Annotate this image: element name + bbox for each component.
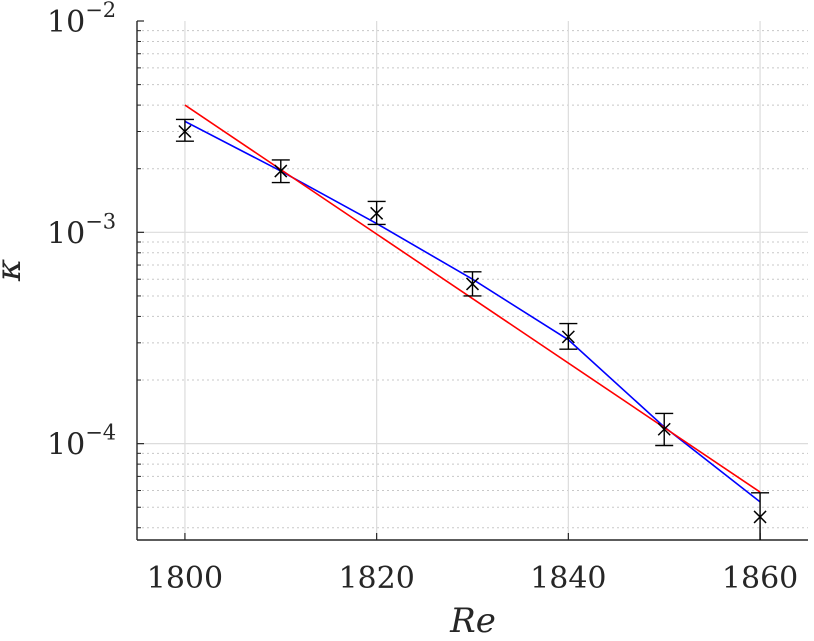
y-axis-label: κ bbox=[0, 259, 29, 282]
fit-lines bbox=[184, 104, 761, 503]
x-tick-label: 1820 bbox=[338, 561, 414, 596]
y-tick-labels: 10−410−310−2 bbox=[47, 0, 116, 463]
x-marker bbox=[274, 164, 288, 178]
data-point bbox=[175, 118, 194, 142]
y-tick-label: 10−4 bbox=[47, 421, 116, 463]
data-point bbox=[751, 492, 770, 540]
x-axis-label: Re bbox=[449, 601, 496, 641]
axes bbox=[136, 20, 808, 541]
minor-gridlines bbox=[137, 30, 808, 529]
x-marker bbox=[657, 422, 671, 436]
data-point bbox=[271, 159, 290, 184]
data-points bbox=[175, 118, 770, 540]
x-marker bbox=[370, 206, 384, 220]
y-tick-label: 10−3 bbox=[47, 209, 116, 251]
x-marker bbox=[561, 330, 575, 344]
fit-line-2 bbox=[184, 104, 761, 493]
y-tick-label: 10−2 bbox=[47, 0, 116, 40]
fit-line-1 bbox=[184, 120, 761, 503]
x-marker bbox=[753, 510, 767, 524]
x-tick-labels: 1800 1820 1840 1860 bbox=[147, 561, 799, 596]
y-tick-exponent: −3 bbox=[85, 209, 116, 233]
data-point bbox=[367, 200, 386, 226]
major-gridlines bbox=[137, 21, 808, 540]
y-tick-base: 10 bbox=[47, 216, 85, 251]
y-tick-base: 10 bbox=[47, 5, 85, 40]
x-marker bbox=[465, 277, 480, 291]
x-tick-label: 1840 bbox=[530, 561, 606, 596]
data-point bbox=[463, 271, 482, 297]
x-marker bbox=[178, 124, 192, 139]
y-tick-exponent: −4 bbox=[85, 421, 116, 445]
data-point bbox=[655, 412, 674, 447]
x-tick-label: 1860 bbox=[722, 561, 798, 596]
x-tick-label: 1800 bbox=[147, 561, 223, 596]
data-point bbox=[559, 322, 578, 350]
y-tick-base: 10 bbox=[47, 428, 85, 463]
y-tick-exponent: −2 bbox=[85, 0, 116, 22]
